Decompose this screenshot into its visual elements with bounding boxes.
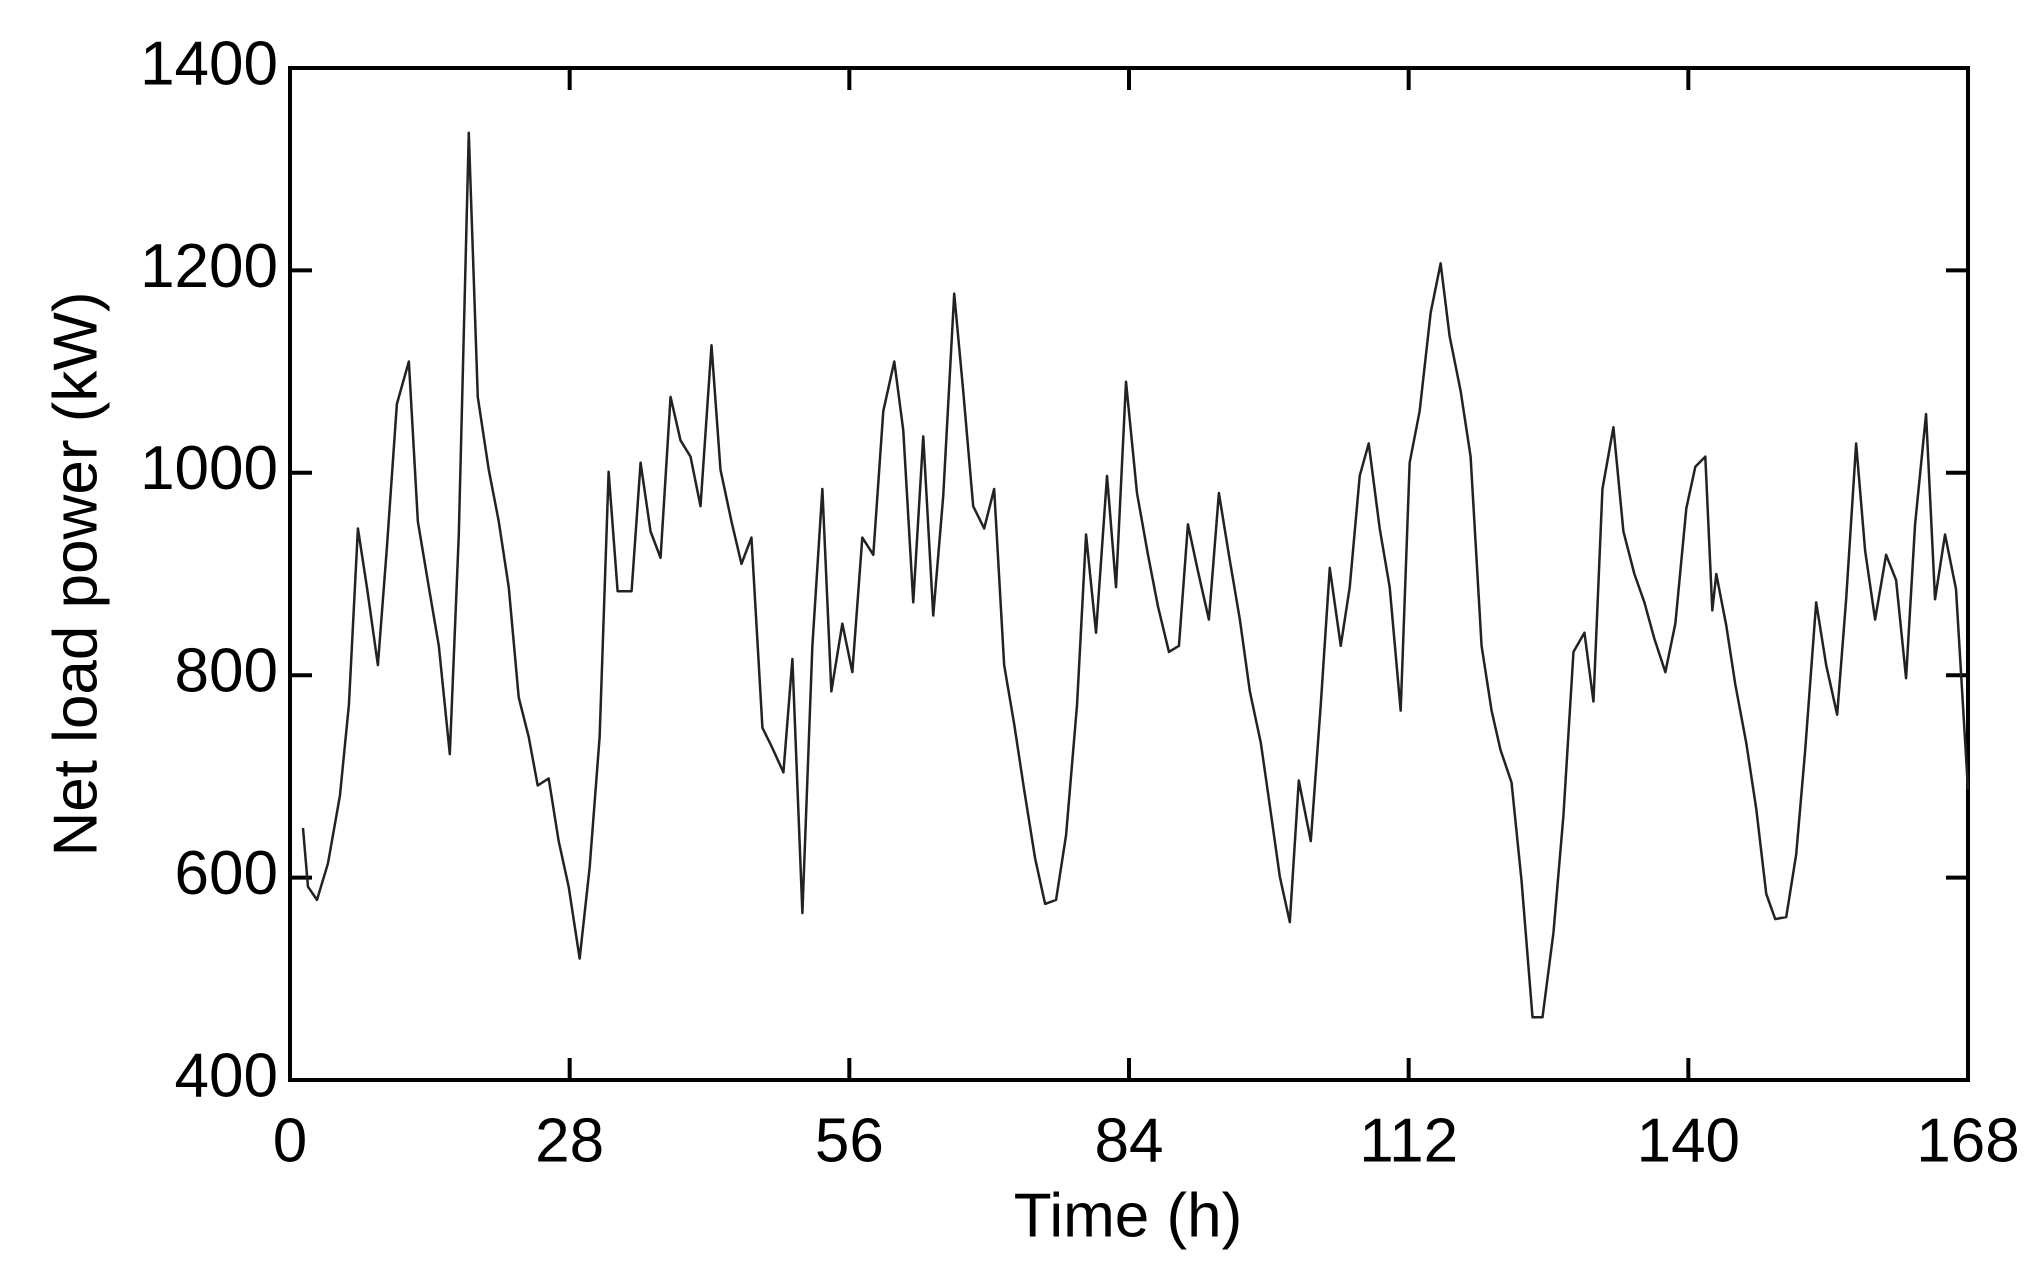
x-axis-label: Time (h) [1014,1181,1242,1250]
y-tick-label: 800 [175,637,278,706]
y-tick-label: 1400 [140,29,278,98]
x-tick-label: 140 [1637,1106,1740,1175]
x-tick-label: 168 [1916,1106,2019,1175]
y-tick-label: 600 [175,839,278,908]
x-tick-label: 56 [815,1106,884,1175]
x-tick-label: 112 [1359,1106,1458,1175]
x-tick-label: 0 [273,1106,307,1175]
plot-frame [288,66,1970,1082]
y-tick-label: 1000 [140,434,278,503]
y-tick-label: 1200 [140,232,278,301]
x-tick-label: 84 [1095,1106,1164,1175]
y-tick-label: 400 [175,1041,278,1110]
data-line [301,131,1970,1019]
x-tick-label: 28 [535,1106,604,1175]
y-axis-label: Net load power (kW) [41,291,110,856]
